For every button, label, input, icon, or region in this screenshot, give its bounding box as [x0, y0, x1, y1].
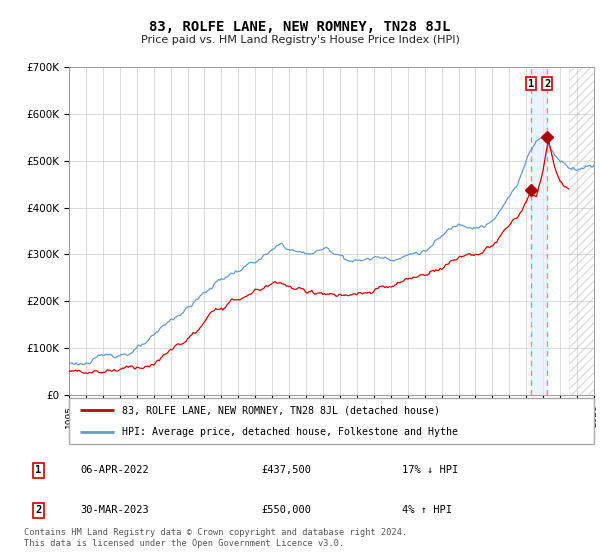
Text: £437,500: £437,500	[261, 465, 311, 475]
Text: HPI: Average price, detached house, Folkestone and Hythe: HPI: Average price, detached house, Folk…	[121, 427, 458, 437]
Text: 06-APR-2022: 06-APR-2022	[80, 465, 149, 475]
FancyBboxPatch shape	[69, 398, 594, 444]
Text: 83, ROLFE LANE, NEW ROMNEY, TN28 8JL (detached house): 83, ROLFE LANE, NEW ROMNEY, TN28 8JL (de…	[121, 405, 439, 416]
Text: 1: 1	[528, 78, 534, 88]
Text: Price paid vs. HM Land Registry's House Price Index (HPI): Price paid vs. HM Land Registry's House …	[140, 35, 460, 45]
Bar	[569, 67, 594, 395]
Text: 1: 1	[35, 465, 41, 475]
Bar	[569, 67, 594, 395]
Text: 2: 2	[35, 506, 41, 516]
Text: 4% ↑ HPI: 4% ↑ HPI	[402, 506, 452, 516]
Text: Contains HM Land Registry data © Crown copyright and database right 2024.
This d: Contains HM Land Registry data © Crown c…	[24, 528, 407, 548]
Text: 2: 2	[544, 78, 551, 88]
Text: 83, ROLFE LANE, NEW ROMNEY, TN28 8JL: 83, ROLFE LANE, NEW ROMNEY, TN28 8JL	[149, 21, 451, 35]
Text: 30-MAR-2023: 30-MAR-2023	[80, 506, 149, 516]
Bar	[531, 67, 547, 395]
Text: 17% ↓ HPI: 17% ↓ HPI	[402, 465, 458, 475]
Text: £550,000: £550,000	[261, 506, 311, 516]
